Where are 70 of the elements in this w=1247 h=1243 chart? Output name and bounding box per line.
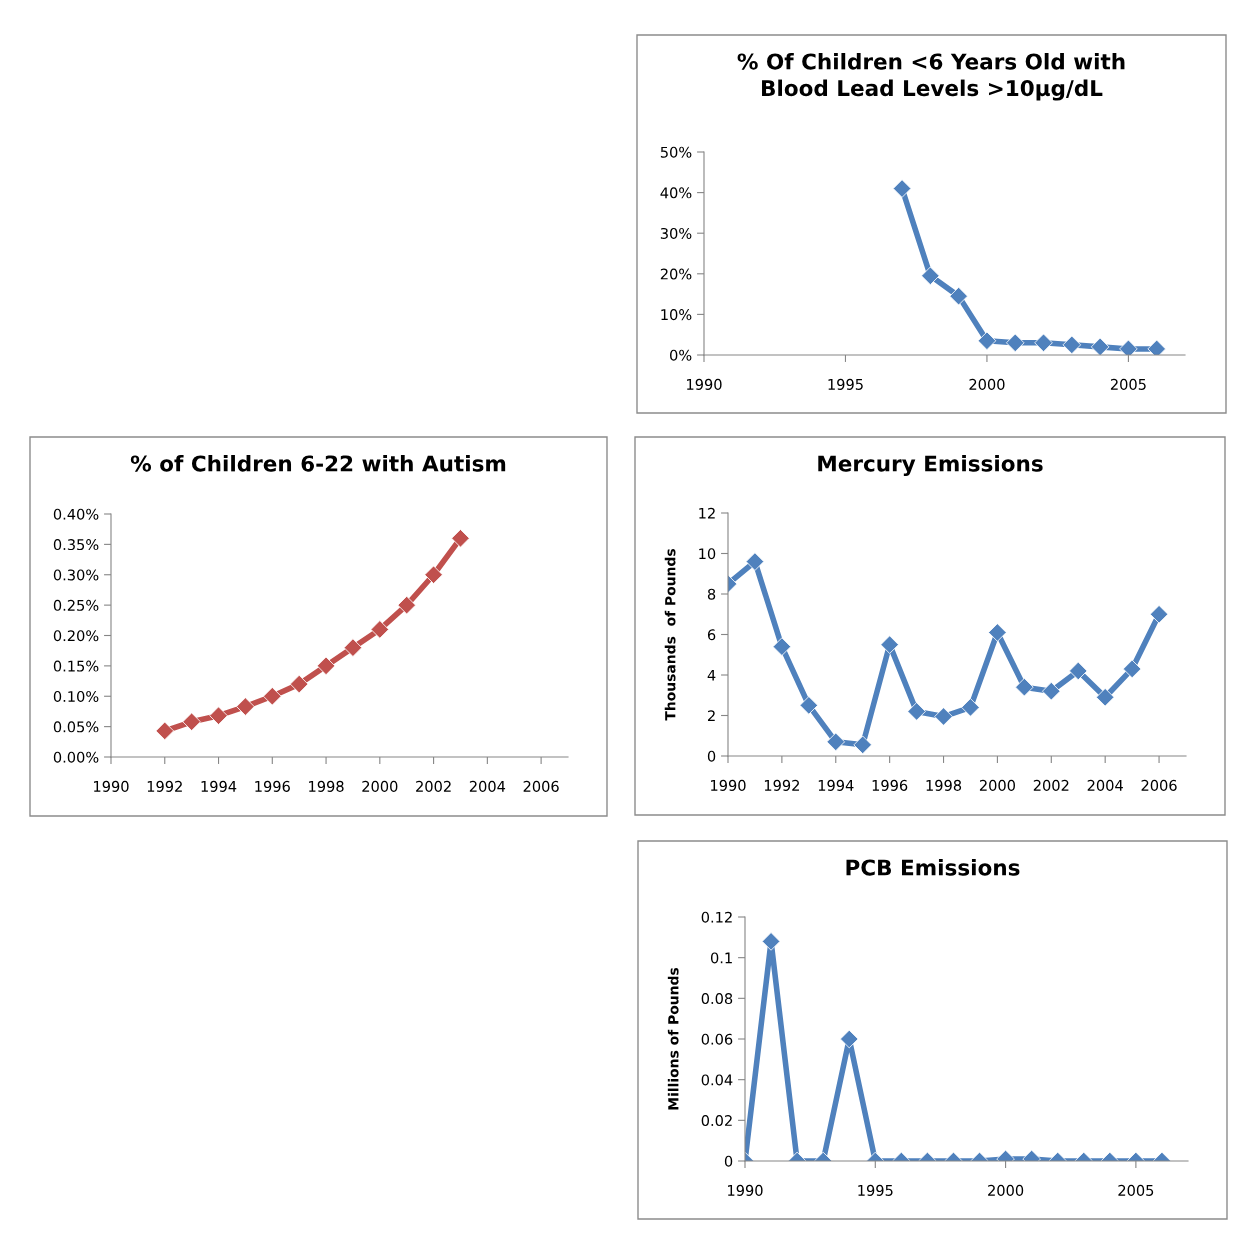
x-tick-label: 1990	[711, 779, 746, 791]
y-tick-label: 0	[707, 750, 716, 762]
x-tick-label: 1998	[926, 779, 962, 791]
x-tick-label: 2000	[969, 378, 1005, 390]
point	[1090, 337, 1110, 355]
y-tick-label: 0.20%	[53, 630, 99, 642]
x-tick-label: 2002	[1033, 779, 1069, 791]
y-tick-label: 0.15%	[53, 660, 99, 672]
chart-title: % Of Children <6 Years Old with Blood Lead Levels >10µg/dL	[737, 53, 1125, 101]
y-tick-label: 40%	[660, 187, 692, 199]
x-tick-label: 1990	[94, 780, 129, 792]
y-axis-title: Millions of Pounds	[667, 967, 679, 1110]
x-tick-label: 1992	[764, 779, 799, 791]
chart-title: PCB Emissions	[846, 859, 1020, 876]
y-tick-label: 0.40%	[53, 508, 99, 520]
y-tick-label: 0.06	[701, 1033, 733, 1045]
x-tick-label: 2000	[979, 779, 1015, 791]
x-tick-label: 1994	[818, 779, 854, 791]
x-tick-label: 1996	[255, 780, 290, 792]
x-tick-label: 1996	[872, 779, 908, 791]
y-tick-label: 0.12	[701, 911, 732, 923]
x-tick-label: 1990	[728, 1184, 763, 1196]
point	[1068, 661, 1088, 681]
x-tick-label: 1995	[858, 1184, 893, 1196]
point	[745, 552, 765, 571]
point	[397, 595, 416, 615]
y-tick-label: 6	[707, 629, 716, 641]
x-tick-label: 2000	[362, 780, 398, 792]
x-tick-label: 1995	[828, 378, 863, 390]
point	[1119, 339, 1138, 355]
x-tick-label: 2006	[1141, 779, 1177, 791]
y-tick-label: 0.02	[701, 1115, 732, 1127]
x-tick-label: 2004	[469, 780, 506, 792]
point	[892, 179, 912, 198]
y-tick-label: 0	[724, 1155, 733, 1167]
y-axis-title: Thousands of Pounds	[664, 548, 676, 721]
y-tick-label: 30%	[660, 227, 692, 239]
x-tick-label: 2005	[1110, 378, 1146, 390]
x-tick-label: 2005	[1118, 1184, 1154, 1196]
x-tick-label: 1994	[201, 780, 237, 792]
y-tick-label: 8	[707, 588, 716, 600]
point	[1149, 604, 1169, 624]
y-tick-label: 0%	[670, 349, 692, 361]
y-tick-label: 0.04	[701, 1074, 733, 1086]
x-tick-label: 1992	[147, 780, 182, 792]
y-tick-label: 12	[699, 507, 715, 519]
x-tick-label: 1998	[309, 780, 344, 792]
x-tick-label: 2006	[523, 780, 559, 792]
x-tick-label: 2002	[416, 780, 451, 792]
y-tick-label: 0.05%	[53, 721, 99, 733]
y-tick-label: 20%	[660, 268, 692, 280]
y-tick-label: 0.35%	[53, 539, 99, 551]
x-tick-label: 1990	[687, 378, 722, 390]
y-tick-label: 0.30%	[53, 569, 99, 581]
y-tick-label: 0.25%	[53, 599, 99, 611]
y-tick-label: 10%	[661, 309, 692, 321]
chart-title: % of Children 6-22 with Autism	[130, 455, 506, 472]
y-tick-label: 0.10%	[53, 690, 99, 702]
chart-title: Mercury Emissions	[818, 455, 1043, 476]
y-tick-label: 0.1	[710, 952, 732, 964]
y-tick-label: 0.08	[701, 993, 733, 1005]
y-tick-label: 4	[707, 669, 716, 681]
y-tick-label: 2	[707, 710, 715, 722]
y-tick-label: 0.00%	[53, 751, 99, 763]
x-tick-label: 2004	[1087, 779, 1123, 791]
x-tick-label: 2000	[988, 1184, 1024, 1196]
point	[799, 696, 819, 715]
y-tick-label: 50%	[660, 146, 692, 158]
y-tick-label: 10	[699, 548, 716, 560]
point	[343, 638, 363, 657]
